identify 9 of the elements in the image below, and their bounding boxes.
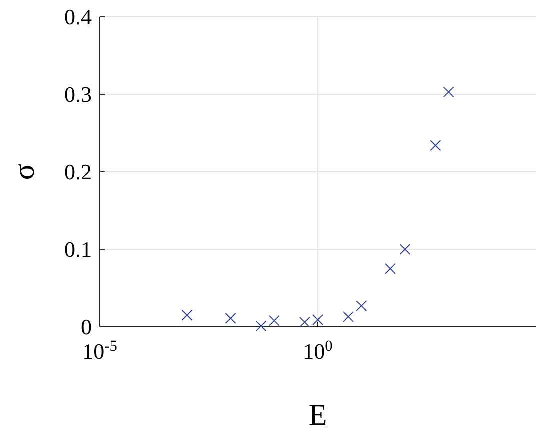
- y-tick-label: 0.2: [64, 160, 92, 185]
- x-tick-label: 10$^{0}$: [303, 338, 334, 364]
- x-tick-label: 10$^{-5}$: [82, 338, 118, 364]
- y-tick-label: 0.4: [64, 4, 92, 30]
- x-axis-title: E: [308, 399, 328, 432]
- y-tick-label: 0.3: [64, 82, 92, 108]
- y-tick-label: 0.1: [64, 237, 92, 262]
- y-axis-title: σ: [8, 164, 41, 180]
- y-tick-label: 0: [81, 314, 92, 340]
